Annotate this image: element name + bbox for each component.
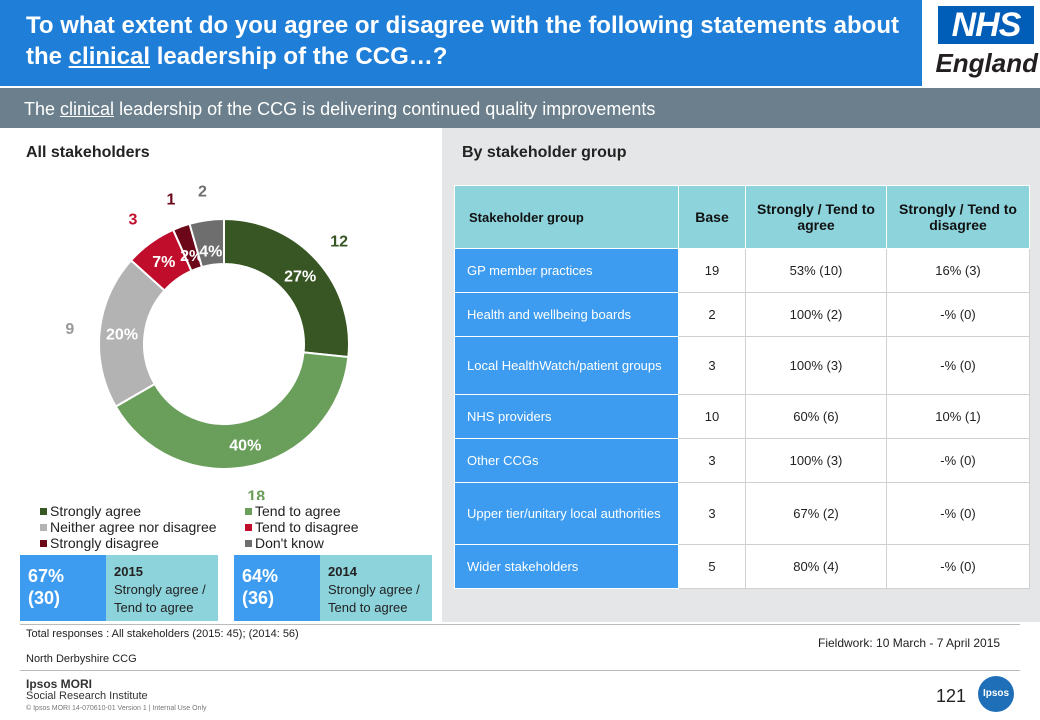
all-stakeholders-title: All stakeholders (26, 144, 150, 161)
statement-text: The clinical leadership of the CCG is de… (24, 99, 656, 119)
legend-item-strongly-disagree: Strongly disagree (40, 535, 159, 551)
cell-base: 3 (678, 438, 746, 483)
cell-base: 3 (678, 336, 746, 395)
by-stakeholder-group-title: By stakeholder group (462, 144, 627, 161)
header-bar: To what extent do you agree or disagree … (0, 0, 922, 86)
cell-agree: 53% (10) (745, 248, 887, 293)
count-label-dont-know: 2 (198, 184, 207, 201)
table-row: Local HealthWatch/patient groups 3 100% … (454, 336, 1030, 395)
cell-disagree: 10% (1) (886, 394, 1030, 439)
cell-base: 19 (678, 248, 746, 293)
footer-divider (20, 670, 1020, 671)
cell-agree: 100% (2) (745, 292, 887, 337)
ipsos-mori-subbrand: Social Research Institute (26, 690, 148, 702)
summary-box-2015: 67% (30) 2015 Strongly agree / Tend to agre… (20, 555, 218, 621)
table-row: Wider stakeholders 5 80% (4) -% (0) (454, 544, 1030, 589)
percent-label-dont-know: 4% (199, 243, 222, 260)
col-header-base: Base (678, 185, 746, 249)
table-row: Other CCGs 3 100% (3) -% (0) (454, 438, 1030, 483)
page-number: 121 (936, 686, 967, 706)
nhs-england-logo: NHS England (922, 0, 1040, 86)
cell-disagree: -% (0) (886, 438, 1030, 483)
nhs-logo-mark: NHS (938, 6, 1034, 44)
legend-item-neither: Neither agree nor disagree (40, 519, 217, 535)
footer-divider (20, 624, 1020, 625)
cell-group: GP member practices (454, 248, 679, 293)
percent-label-neither: 20% (106, 326, 138, 343)
slice-tend-to-agree (114, 351, 350, 470)
count-label-strongly-agree: 12 (330, 233, 348, 250)
col-header-disagree: Strongly / Tend to disagree (886, 185, 1030, 249)
legend-swatch (245, 508, 252, 515)
cell-disagree: -% (0) (886, 292, 1030, 337)
count-label-tend-to-disagree: 3 (128, 212, 137, 229)
legend-swatch (245, 524, 252, 531)
cell-agree: 67% (2) (745, 482, 887, 545)
nhs-logo-england: England (935, 48, 1038, 78)
statement-bar: The clinical leadership of the CCG is de… (0, 88, 1040, 128)
cell-base: 10 (678, 394, 746, 439)
page-title: To what extent do you agree or disagree … (26, 12, 899, 70)
cell-group: Health and wellbeing boards (454, 292, 679, 337)
col-header-group: Stakeholder group (454, 185, 679, 249)
percent-label-tend-to-agree: 40% (229, 437, 261, 454)
percent-label-strongly-agree: 27% (284, 268, 316, 285)
fieldwork-dates: Fieldwork: 10 March - 7 April 2015 (818, 636, 1001, 650)
cell-base: 3 (678, 482, 746, 545)
cell-agree: 60% (6) (745, 394, 887, 439)
cell-disagree: 16% (3) (886, 248, 1030, 293)
count-label-tend-to-agree: 18 (247, 489, 265, 500)
ipsos-logo: Ipsos (978, 676, 1014, 712)
summary-percent: 67% (30) (20, 555, 106, 621)
cell-agree: 80% (4) (745, 544, 887, 589)
percent-label-tend-to-disagree: 7% (152, 254, 175, 271)
cell-group: Local HealthWatch/patient groups (454, 336, 679, 395)
count-label-neither: 9 (65, 321, 74, 338)
cell-group: Wider stakeholders (454, 544, 679, 589)
table-row: Upper tier/unitary local authorities 3 6… (454, 482, 1030, 545)
cell-base: 2 (678, 292, 746, 337)
cell-agree: 100% (3) (745, 438, 887, 483)
table-header-row: Stakeholder group Base Strongly / Tend t… (454, 185, 1030, 249)
stakeholder-table: Stakeholder group Base Strongly / Tend t… (454, 185, 1030, 589)
legend-swatch (245, 540, 252, 547)
table-row: NHS providers 10 60% (6) 10% (1) (454, 394, 1030, 439)
legend-swatch (40, 524, 47, 531)
col-header-agree: Strongly / Tend to agree (745, 185, 887, 249)
summary-description: 2015 Strongly agree / Tend to agree (106, 555, 218, 621)
cell-disagree: -% (0) (886, 544, 1030, 589)
ipsos-mori-brand: Ipsos MORI (26, 677, 93, 691)
cell-group: Upper tier/unitary local authorities (454, 482, 679, 545)
slice-dont-know (188, 217, 225, 269)
count-label-strongly-disagree: 1 (167, 191, 176, 208)
slice-strongly-agree (223, 217, 350, 359)
summary-percent: 64% (36) (234, 555, 320, 621)
ccg-name: North Derbyshire CCG (26, 653, 137, 665)
legend-item-tend-to-agree: Tend to agree (245, 503, 341, 519)
cell-base: 5 (678, 544, 746, 589)
summary-description: 2014 Strongly agree / Tend to agree (320, 555, 432, 621)
summary-box-2014: 64% (36) 2014 Strongly agree / Tend to agre… (234, 555, 432, 621)
legend-swatch (40, 508, 47, 515)
total-responses: Total responses : All stakeholders (2015… (26, 628, 299, 640)
copyright-notice: © Ipsos MORI 14-070610-01 Version 1 | In… (26, 705, 207, 712)
legend-item-strongly-agree: Strongly agree (40, 503, 141, 519)
cell-disagree: -% (0) (886, 336, 1030, 395)
cell-disagree: -% (0) (886, 482, 1030, 545)
legend-item-tend-to-disagree: Tend to disagree (245, 519, 359, 535)
cell-agree: 100% (3) (745, 336, 887, 395)
legend-swatch (40, 540, 47, 547)
table-row: GP member practices 19 53% (10) 16% (3) (454, 248, 1030, 293)
cell-group: Other CCGs (454, 438, 679, 483)
legend-item-dont-know: Don't know (245, 535, 324, 551)
table-row: Health and wellbeing boards 2 100% (2) -… (454, 292, 1030, 337)
cell-group: NHS providers (454, 394, 679, 439)
